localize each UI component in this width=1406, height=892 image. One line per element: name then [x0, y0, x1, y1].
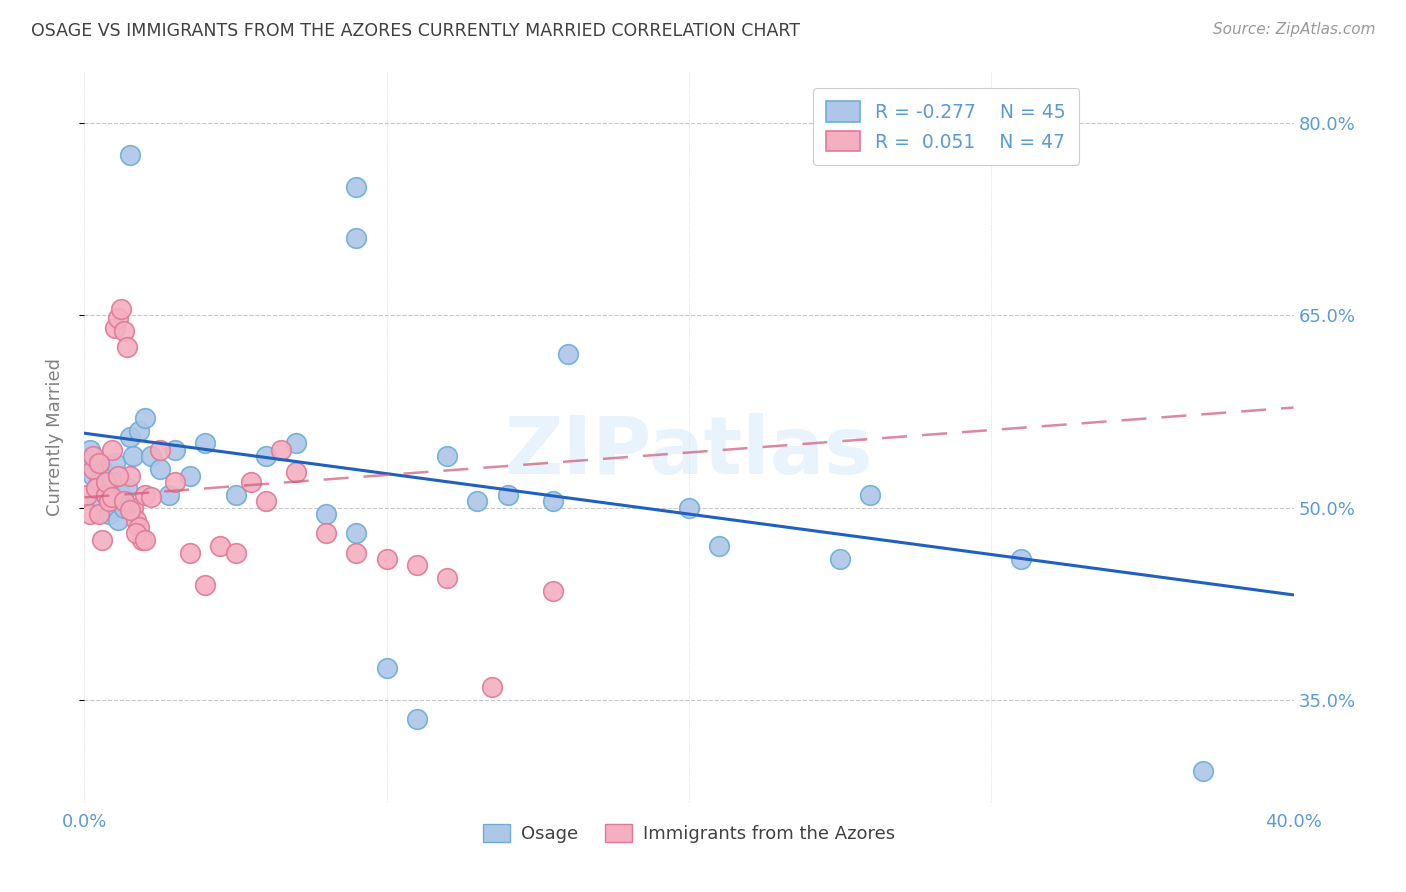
Point	[121, 450, 143, 464]
Point	[104, 456, 127, 470]
Point	[79, 507, 101, 521]
Point	[225, 545, 247, 559]
Point	[131, 533, 153, 547]
Point	[89, 475, 111, 489]
Point	[118, 503, 141, 517]
Point	[100, 491, 122, 505]
Point	[94, 475, 117, 489]
Point	[91, 533, 114, 547]
Point	[678, 500, 700, 515]
Point	[346, 179, 368, 194]
Point	[125, 526, 148, 541]
Point	[86, 482, 108, 496]
Point	[112, 494, 135, 508]
Point	[115, 340, 138, 354]
Point	[165, 475, 187, 489]
Point	[165, 442, 187, 457]
Point	[225, 488, 247, 502]
Point	[375, 552, 398, 566]
Point	[541, 584, 564, 599]
Point	[285, 465, 308, 479]
Point	[107, 468, 129, 483]
Point	[82, 462, 104, 476]
Point	[97, 507, 120, 521]
Point	[134, 488, 156, 502]
Y-axis label: Currently Married: Currently Married	[45, 358, 63, 516]
Point	[118, 430, 141, 444]
Point	[467, 494, 489, 508]
Point	[86, 494, 108, 508]
Point	[94, 488, 117, 502]
Text: OSAGE VS IMMIGRANTS FROM THE AZORES CURRENTLY MARRIED CORRELATION CHART: OSAGE VS IMMIGRANTS FROM THE AZORES CURR…	[31, 22, 800, 40]
Point	[157, 488, 180, 502]
Point	[91, 462, 114, 476]
Point	[270, 442, 292, 457]
Point	[436, 450, 458, 464]
Point	[128, 520, 150, 534]
Point	[194, 577, 217, 591]
Point	[89, 456, 111, 470]
Point	[118, 148, 141, 162]
Point	[406, 712, 429, 726]
Point	[104, 321, 127, 335]
Point	[76, 456, 98, 470]
Point	[107, 514, 129, 528]
Point	[110, 488, 132, 502]
Point	[89, 507, 111, 521]
Point	[830, 552, 852, 566]
Text: ZIPatlas: ZIPatlas	[505, 413, 873, 491]
Point	[134, 533, 156, 547]
Point	[128, 424, 150, 438]
Point	[121, 500, 143, 515]
Point	[346, 526, 368, 541]
Point	[239, 475, 262, 489]
Point	[149, 462, 172, 476]
Point	[179, 545, 201, 559]
Point	[254, 450, 277, 464]
Point	[139, 450, 162, 464]
Point	[194, 436, 217, 450]
Point	[79, 442, 101, 457]
Point	[134, 410, 156, 425]
Point	[82, 468, 104, 483]
Point	[100, 475, 122, 489]
Point	[709, 539, 731, 553]
Point	[149, 442, 172, 457]
Point	[94, 488, 117, 502]
Point	[110, 301, 132, 316]
Point	[76, 488, 98, 502]
Point	[139, 491, 162, 505]
Point	[859, 488, 882, 502]
Point	[100, 442, 122, 457]
Point	[315, 507, 337, 521]
Point	[557, 346, 579, 360]
Point	[125, 514, 148, 528]
Point	[254, 494, 277, 508]
Point	[285, 436, 308, 450]
Point	[1192, 764, 1215, 778]
Point	[315, 526, 337, 541]
Point	[118, 468, 141, 483]
Point	[112, 324, 135, 338]
Point	[481, 681, 503, 695]
Point	[406, 558, 429, 573]
Point	[107, 310, 129, 325]
Point	[436, 571, 458, 585]
Point	[375, 661, 398, 675]
Point	[97, 494, 120, 508]
Point	[1011, 552, 1033, 566]
Point	[496, 488, 519, 502]
Point	[209, 539, 232, 553]
Point	[112, 500, 135, 515]
Text: Source: ZipAtlas.com: Source: ZipAtlas.com	[1212, 22, 1375, 37]
Point	[82, 450, 104, 464]
Point	[541, 494, 564, 508]
Point	[115, 482, 138, 496]
Point	[346, 231, 368, 245]
Point	[179, 468, 201, 483]
Point	[346, 545, 368, 559]
Legend: Osage, Immigrants from the Azores: Osage, Immigrants from the Azores	[474, 815, 904, 852]
